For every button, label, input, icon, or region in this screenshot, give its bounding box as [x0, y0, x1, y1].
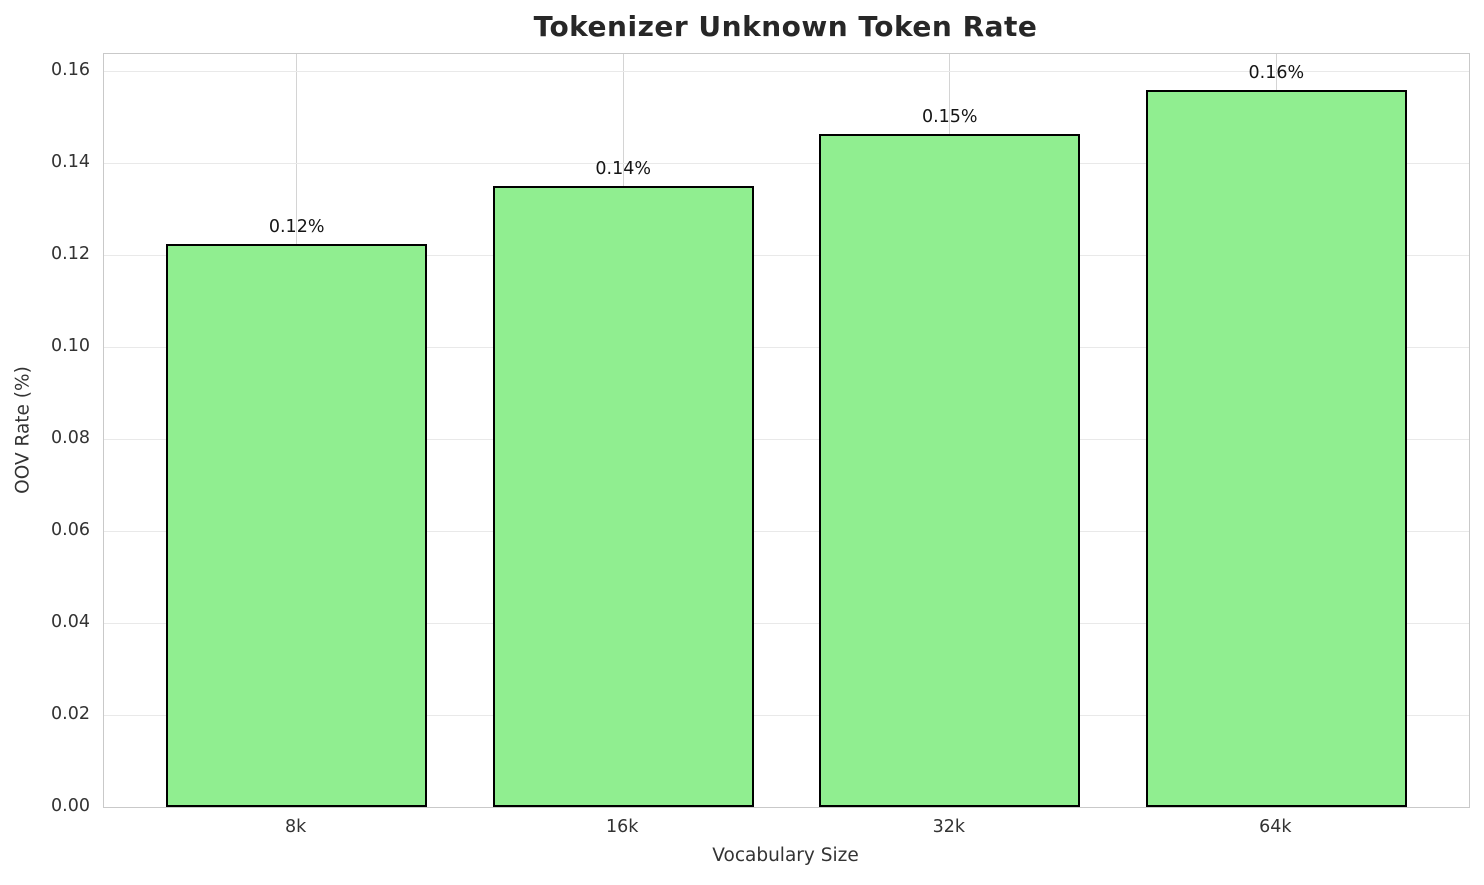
x-tick-label: 64k [1259, 817, 1292, 837]
gridline-horizontal [104, 622, 1469, 624]
y-tick-label: 0.16 [51, 60, 90, 81]
x-axis-label: Vocabulary Size [712, 845, 859, 866]
bar-value-label: 0.12% [268, 216, 325, 237]
bar-64k [1145, 89, 1407, 807]
chart-title: Tokenizer Unknown Token Rate [533, 10, 1038, 43]
gridline-horizontal [104, 70, 1469, 72]
y-tick-label: 0.08 [51, 428, 90, 449]
y-tick-label: 0.02 [51, 704, 90, 725]
bar-value-label: 0.16% [1248, 62, 1305, 83]
gridline-horizontal [104, 254, 1469, 256]
x-tick-label: 8k [285, 817, 307, 837]
y-tick-label: 0.06 [51, 520, 90, 541]
bar-value-label: 0.15% [921, 106, 978, 127]
x-tick-label: 16k [606, 817, 639, 837]
bar-8k [166, 243, 428, 807]
gridline-horizontal [104, 162, 1469, 164]
y-tick-label: 0.14 [51, 152, 90, 173]
y-tick-label: 0.00 [51, 796, 90, 816]
x-tick-label: 32k [932, 817, 965, 837]
gridline-horizontal [104, 714, 1469, 716]
y-tick-label: 0.04 [51, 612, 90, 633]
y-tick-label: 0.12 [51, 244, 90, 265]
y-tick-label: 0.10 [51, 336, 90, 357]
bar-32k [819, 133, 1081, 807]
gridline-horizontal [104, 346, 1469, 348]
plot-area: 0.12% 0.14% 0.15% 0.16% [103, 53, 1470, 808]
gridline-horizontal [104, 530, 1469, 532]
bar-16k [492, 186, 754, 807]
gridline-horizontal [104, 438, 1469, 440]
bar-value-label: 0.14% [595, 159, 652, 180]
